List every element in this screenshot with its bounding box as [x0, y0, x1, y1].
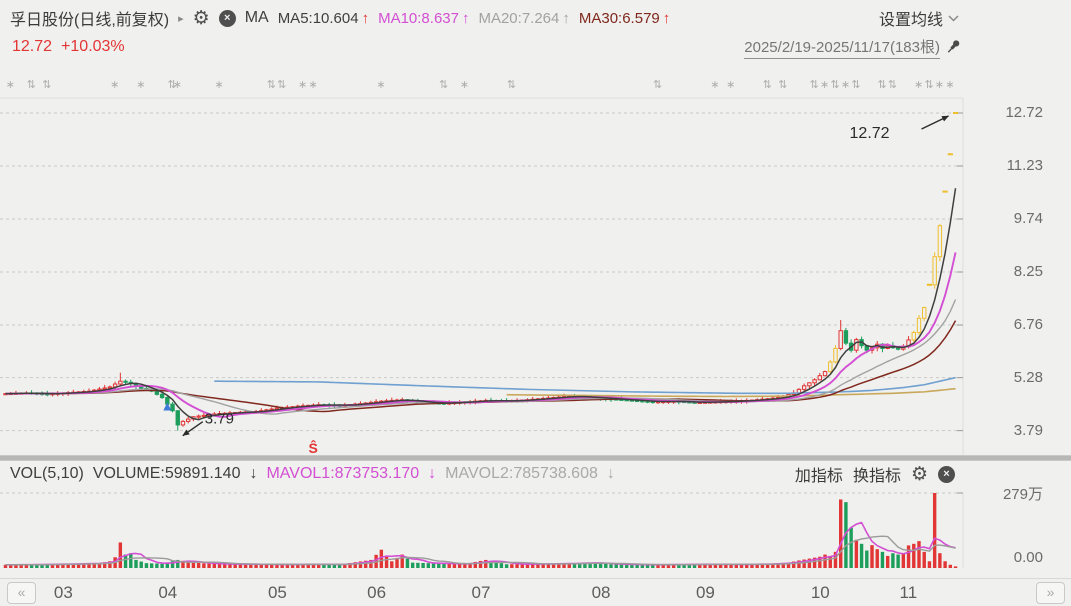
event-marker-icon[interactable]: ∗	[298, 79, 307, 91]
time-axis-month-label: 05	[267, 583, 287, 602]
price-axis-label: 11.23	[1006, 156, 1043, 174]
date-range-group: 2025/2/19-2025/11/17(183根)	[744, 36, 961, 59]
event-marker-icon[interactable]: ⇅	[877, 79, 886, 91]
event-marker-icon[interactable]: ∗	[914, 79, 923, 91]
mavol2-value: MAVOL2:785738.608	[445, 465, 598, 482]
volume-toolbar: 加指标 换指标 ⚙ ×	[795, 462, 955, 486]
volume-axis-max: 279万	[1002, 486, 1043, 503]
signal-marker	[163, 402, 172, 411]
event-marker-row: ∗ ⇅ ⇅ ∗ ∗ ⇅ ∗ ∗ ⇅ ⇅ ∗ ∗ ∗ ⇅ ∗ ⇅ ⇅ ∗ ∗ ⇅ ⇅ ⇅ ∗ ⇅ ∗ ⇅ ⇅ ⇅ ∗ ⇅ ∗ ∗	[0, 78, 965, 94]
pin-icon[interactable]	[945, 39, 961, 55]
time-axis-month-label: 03	[53, 583, 73, 602]
time-axis: « 03 04 05 06 07 08 09 10 11 »	[0, 578, 1071, 606]
scroll-right-button[interactable]: »	[1036, 582, 1065, 604]
latest-price: 12.72	[12, 38, 53, 55]
volume-chart-canvas[interactable]	[0, 460, 1071, 578]
close-indicator-icon[interactable]: ×	[218, 9, 236, 27]
time-axis-month-label: 10	[810, 583, 830, 602]
volume-axis-min: 0.00	[1013, 549, 1043, 566]
gear-icon[interactable]: ⚙	[192, 7, 210, 29]
event-marker-icon[interactable]: ∗	[214, 79, 224, 91]
event-marker-icon[interactable]: ⇅	[438, 79, 448, 91]
event-marker-icon[interactable]: ∗	[820, 79, 829, 91]
ma-value: MA30:6.579 ↑	[578, 9, 671, 27]
pane-splitter[interactable]	[0, 455, 1071, 461]
event-marker-icon[interactable]: ⇅	[809, 79, 819, 91]
ma-values-group: MA5:10.604 ↑ MA10:8.637 ↑ MA20:7.264 ↑ MA30:6.…	[278, 10, 671, 27]
event-marker-icon[interactable]: ⇅	[653, 79, 662, 91]
time-axis-month-label: 06	[367, 583, 387, 602]
event-marker-icon[interactable]: ⇅	[266, 79, 276, 91]
event-marker-icon[interactable]: ⇅	[887, 79, 897, 91]
event-marker-icon[interactable]: ⇅	[506, 79, 516, 91]
volume-value: VOLUME:59891.140	[92, 465, 241, 482]
event-marker-icon[interactable]: ⇅	[26, 79, 36, 91]
ma-value: MA20:7.264 ↑	[478, 9, 570, 27]
volume-gear-icon[interactable]: ⚙	[910, 463, 928, 485]
event-marker-icon[interactable]: ∗	[459, 79, 469, 91]
event-marker-icon[interactable]: ⇅	[762, 79, 772, 91]
volume-close-icon[interactable]: ×	[938, 465, 955, 483]
price-change-percent: +10.03%	[61, 38, 125, 55]
event-marker-icon[interactable]: ⇅	[924, 79, 933, 91]
event-marker-icon[interactable]: ∗	[308, 79, 317, 91]
event-marker-icon[interactable]: ∗	[172, 79, 182, 91]
svg-text:3.79: 3.79	[205, 411, 234, 428]
add-indicator-button[interactable]: 加指标	[794, 468, 843, 485]
event-marker-icon[interactable]: ⇅	[42, 79, 51, 91]
event-marker-icon[interactable]: ∗	[136, 79, 145, 91]
event-marker-icon[interactable]: ∗	[726, 79, 735, 91]
indicator-name: MA	[244, 9, 269, 26]
event-marker-icon[interactable]: ∗	[945, 79, 954, 91]
event-marker-icon[interactable]: ∗	[376, 79, 385, 91]
scroll-left-button[interactable]: «	[7, 582, 36, 604]
chevron-down-icon	[948, 14, 959, 22]
event-marker-icon[interactable]: ∗	[934, 79, 944, 91]
price-axis-label: 8.25	[1013, 262, 1043, 280]
event-marker-icon[interactable]: ⇅	[851, 79, 860, 91]
time-axis-month-label: 11	[899, 583, 918, 602]
chart-header-row-1: 孚日股份(日线,前复权) ▸ ⚙ × MA MA5:10.604 ↑ MA10:8.…	[10, 5, 959, 31]
vol-indicator-label: VOL(5,10)	[10, 465, 84, 482]
date-range[interactable]: 2025/2/19-2025/11/17(183根)	[744, 36, 940, 59]
mavol2-down-arrow: ↓	[606, 465, 615, 482]
event-marker-icon[interactable]: ∗	[5, 79, 15, 91]
ma-value: MA5:10.604 ↑	[277, 9, 370, 27]
price-axis-label: 3.79	[1013, 421, 1043, 439]
switch-indicator-button[interactable]: 换指标	[852, 468, 901, 485]
mavol1-down-arrow: ↓	[428, 465, 437, 482]
ma-settings-label: 设置均线	[878, 12, 943, 29]
price-axis-label: 5.28	[1013, 368, 1043, 386]
expand-caret-icon[interactable]: ▸	[178, 12, 184, 25]
dividend-marker[interactable]: Ŝ	[308, 439, 317, 455]
price-axis-label: 6.76	[1013, 315, 1043, 333]
time-axis-month-label: 04	[158, 583, 178, 602]
stock-title: 孚日股份(日线,前复权)	[10, 12, 170, 29]
price-chart-canvas[interactable]: 3.79 12.72 Ŝ	[0, 95, 1071, 455]
event-marker-icon[interactable]: ⇅	[167, 79, 177, 91]
event-marker-icon[interactable]: ∗	[840, 79, 850, 91]
svg-text:12.72: 12.72	[850, 125, 890, 142]
event-marker-icon[interactable]: ⇅	[277, 79, 286, 91]
price-axis-label: 9.74	[1013, 209, 1043, 227]
mavol1-value: MAVOL1:873753.170	[266, 465, 420, 482]
event-marker-icon[interactable]: ∗	[110, 79, 119, 91]
price-axis-label: 12.72	[1005, 104, 1043, 121]
event-marker-icon[interactable]: ⇅	[778, 79, 787, 91]
chart-header-row-2: 12.72 +10.03% 2025/2/19-2025/11/17(183根)	[12, 36, 961, 59]
ma-settings-button[interactable]: 设置均线	[879, 6, 959, 30]
volume-header: VOL(5,10) VOLUME:59891.140 ↓ MAVOL1:8737…	[10, 462, 955, 486]
volume-down-arrow: ↓	[249, 465, 258, 482]
event-marker-icon[interactable]: ⇅	[830, 79, 839, 91]
ma-value: MA10:8.637 ↑	[378, 9, 470, 27]
time-axis-month-label: 09	[695, 583, 715, 602]
time-axis-month-label: 08	[591, 583, 611, 602]
time-axis-month-label: 07	[471, 583, 491, 602]
event-marker-icon[interactable]: ∗	[710, 79, 719, 91]
